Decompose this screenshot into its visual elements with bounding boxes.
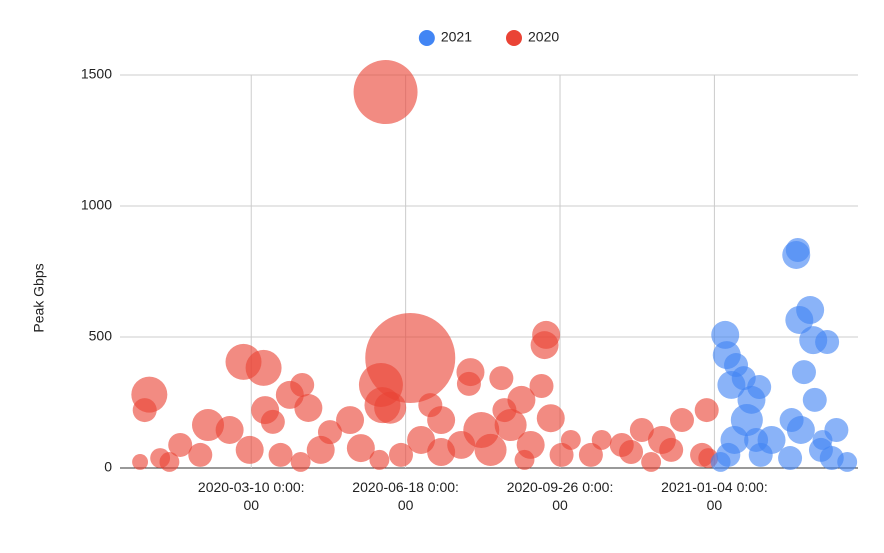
bubble xyxy=(388,442,413,467)
bubble xyxy=(260,409,285,434)
legend-swatch xyxy=(506,30,522,46)
bubble xyxy=(132,454,149,470)
bubble xyxy=(659,437,684,462)
bubble xyxy=(215,416,244,445)
bubble xyxy=(669,408,694,433)
bubble xyxy=(530,331,559,360)
bubble xyxy=(489,366,514,391)
bubble xyxy=(188,442,213,467)
bubble xyxy=(168,432,193,457)
bubble xyxy=(294,394,323,422)
bubble xyxy=(456,371,481,396)
bubble xyxy=(290,452,311,472)
bubble xyxy=(494,409,527,442)
bubble xyxy=(529,373,554,398)
bubble xyxy=(353,60,418,125)
bubble xyxy=(791,360,816,385)
bubble xyxy=(336,406,365,435)
y-axis-label: Peak Gbps xyxy=(31,263,47,332)
bubble xyxy=(710,452,731,472)
bubble xyxy=(837,452,858,472)
bubble xyxy=(694,398,719,423)
legend-label: 2021 xyxy=(441,29,472,45)
bubble xyxy=(711,320,740,349)
bubble xyxy=(369,449,390,470)
bubble xyxy=(306,435,335,464)
x-tick-label: 2020-09-26 0:00: 00 xyxy=(507,479,614,513)
bubble xyxy=(802,387,827,412)
x-tick-label: 2021-01-04 0:00: 00 xyxy=(661,479,768,513)
bubble xyxy=(785,305,814,334)
legend-item: 2020 xyxy=(506,29,559,46)
bubble xyxy=(407,425,436,454)
bubble xyxy=(514,449,535,470)
y-tick-label: 0 xyxy=(104,459,112,475)
bubble xyxy=(474,433,507,466)
bubble xyxy=(815,329,840,354)
bubble xyxy=(427,406,456,435)
bubble xyxy=(549,442,574,467)
bubble xyxy=(159,452,180,472)
legend-item: 2021 xyxy=(418,29,472,46)
x-tick-label: 2020-06-18 0:00: 00 xyxy=(352,479,459,513)
legend-swatch xyxy=(418,30,435,46)
bubble xyxy=(812,430,833,450)
legend-label: 2020 xyxy=(528,29,559,45)
y-tick-label: 1500 xyxy=(81,66,112,82)
bubble xyxy=(536,404,565,433)
bubble xyxy=(132,398,157,423)
bubble xyxy=(447,430,476,459)
bubble xyxy=(346,434,375,463)
bubble xyxy=(578,442,603,467)
bubble xyxy=(744,427,769,452)
y-tick-label: 1000 xyxy=(81,197,112,213)
bubble xyxy=(268,442,293,467)
y-tick-label: 500 xyxy=(89,328,113,344)
bubble xyxy=(245,349,282,386)
bubble xyxy=(778,446,803,471)
bubble xyxy=(290,372,315,397)
bubble xyxy=(785,238,810,263)
bubble xyxy=(374,391,407,424)
bubble xyxy=(629,418,654,443)
bubble xyxy=(619,440,644,465)
bubble xyxy=(786,416,815,445)
x-tick-label: 2020-03-10 0:00: 00 xyxy=(198,479,305,513)
bubble xyxy=(641,452,662,472)
bubble xyxy=(235,435,264,464)
